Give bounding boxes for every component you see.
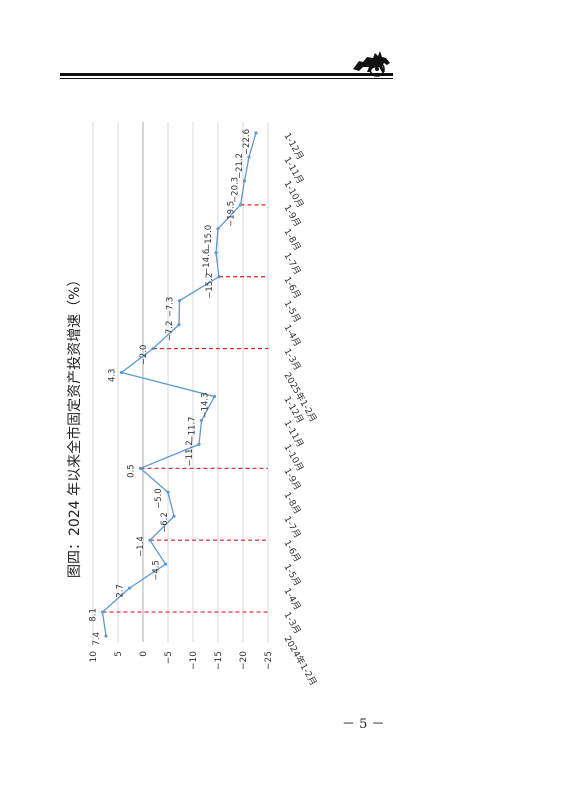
x-tick-label: 1-6月: [281, 538, 302, 564]
data-label: 7.4: [92, 632, 102, 646]
data-label: −21.2: [235, 153, 245, 179]
data-point: [212, 394, 217, 399]
data-point: [138, 466, 143, 470]
data-label: −22.6: [242, 129, 252, 155]
x-tick-label: 1-4月: [281, 323, 302, 349]
data-point: [254, 131, 258, 135]
y-tick-label: 0: [139, 651, 149, 657]
data-point: [217, 275, 221, 279]
x-tick-label: 1-5月: [281, 299, 302, 325]
x-tick-label: 1-3月: [281, 610, 302, 636]
data-label: −1.4: [136, 536, 146, 557]
x-tick-label: 1-3月: [281, 347, 302, 373]
data-point: [247, 155, 251, 159]
x-tick-label: 1-6月: [281, 275, 302, 301]
label-layer: 10 5 0 −5 −10 −15 −20 −25 7.4 8.1 2.7 −4.5 −1.4 −6.2 −…: [89, 129, 320, 688]
x-tick-label: 2024年1-2月: [281, 634, 319, 688]
data-point: [104, 634, 108, 638]
x-tick-label: 1-5月: [281, 562, 302, 588]
data-label: −20.3: [231, 177, 241, 203]
y-tick-label: 5: [114, 651, 124, 657]
data-label: −7.2: [165, 321, 175, 342]
data-label: 2.7: [116, 584, 126, 598]
data-label: −11.7: [188, 416, 198, 442]
y-tick-label: −20: [239, 651, 249, 670]
data-label: −19.5: [227, 201, 237, 227]
data-label: −4.5: [152, 560, 162, 581]
data-point: [216, 227, 220, 231]
data-point: [119, 370, 124, 375]
data-label: −15.2: [205, 273, 215, 299]
x-tick-label: 1-7月: [281, 251, 302, 277]
y-tick-label: −15: [214, 651, 224, 670]
data-point: [163, 562, 168, 566]
series-line: [101, 132, 257, 637]
data-label: −7.3: [166, 297, 176, 318]
data-point: [100, 610, 105, 614]
y-tick-label: −5: [164, 651, 174, 664]
data-point: [197, 442, 201, 446]
data-label: −11.2: [185, 440, 195, 466]
x-tick-label: 1-4月: [281, 586, 302, 612]
data-label: −6.2: [160, 512, 170, 533]
series-layer: [100, 131, 258, 638]
data-point: [148, 538, 152, 542]
x-tick-label: 1-8月: [281, 227, 302, 253]
data-point: [166, 490, 170, 494]
data-label: 4.3: [108, 369, 118, 383]
data-label: −2.0: [139, 345, 149, 366]
data-label: 0.5: [127, 464, 137, 478]
header-rule-thin: [60, 78, 393, 79]
data-point: [242, 179, 247, 183]
data-point: [172, 514, 176, 518]
data-label: −5.0: [154, 488, 164, 509]
y-tick-label: −25: [264, 651, 274, 670]
data-point: [127, 586, 132, 590]
data-point: [151, 346, 155, 351]
data-label: 8.1: [89, 608, 99, 622]
reference-lines: [102, 204, 268, 613]
data-point: [177, 299, 182, 303]
x-tick-label: 1-7月: [281, 514, 302, 540]
y-tick-label: −10: [189, 651, 199, 670]
data-label: −15.0: [204, 225, 214, 251]
data-label: −14.3: [201, 392, 211, 418]
page-number: － 5 －: [342, 717, 385, 732]
header-rule: [60, 73, 393, 76]
data-point: [177, 323, 181, 327]
grid-layer: [92, 122, 269, 642]
x-tick-label: 1-8月: [281, 490, 302, 516]
horse-logo-icon: [350, 51, 394, 77]
data-point: [199, 418, 204, 423]
y-tick-label: 10: [89, 651, 99, 663]
data-point: [238, 203, 243, 207]
data-label: −14.6: [202, 249, 212, 275]
data-point: [214, 251, 218, 255]
